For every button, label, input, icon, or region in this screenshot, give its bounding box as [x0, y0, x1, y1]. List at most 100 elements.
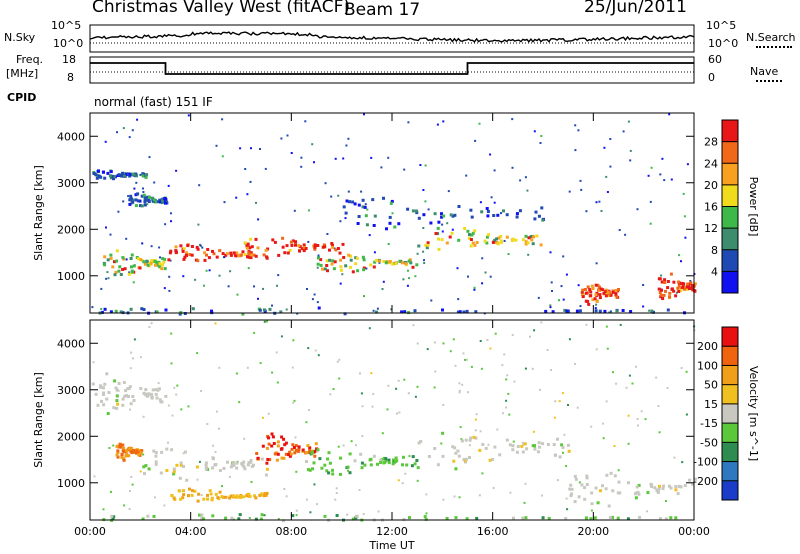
echo-cell: [408, 516, 411, 520]
echo-cell: [154, 460, 158, 464]
echo-cell: [594, 283, 598, 287]
echo-cell: [411, 209, 415, 213]
echo-cell: [580, 483, 584, 487]
echo-cell: [261, 444, 265, 448]
echo-cell: [282, 456, 286, 460]
echo-cell: [561, 446, 565, 449]
echo-cell: [145, 394, 149, 398]
echo-cell: [102, 403, 106, 407]
colorbar-swatch: [722, 403, 738, 424]
noise-cell: [259, 148, 261, 150]
noise-cell: [458, 496, 461, 499]
colorbar-swatch: [722, 184, 738, 207]
colorbar-frame: [721, 326, 739, 501]
echo-cell: [587, 302, 591, 306]
nave-tick-low: 0: [708, 71, 715, 84]
noise-cell: [135, 181, 138, 184]
echo-cell: [604, 294, 608, 298]
echo-cell: [214, 492, 218, 496]
echo-cell: [131, 200, 135, 204]
noise-cell: [642, 284, 645, 286]
noise-cell: [335, 487, 338, 490]
echo-cell: [621, 309, 625, 312]
noise-cell: [602, 437, 605, 440]
noise-cell: [324, 182, 327, 185]
echo-cell: [341, 242, 345, 246]
echo-cell: [111, 517, 115, 521]
echo-cell: [331, 472, 335, 476]
noise-cell: [684, 236, 687, 239]
echo-cell: [121, 268, 125, 271]
echo-cell: [130, 172, 134, 176]
echo-cell: [585, 476, 589, 480]
echo-cell: [232, 251, 236, 255]
noise-cell: [467, 391, 469, 394]
noise-cell: [434, 370, 437, 373]
echo-cell: [567, 449, 571, 453]
noise-cell: [649, 200, 652, 203]
noise-cell: [122, 127, 125, 130]
noise-cell: [296, 312, 299, 315]
echo-cell: [473, 243, 477, 247]
freq-tick-low: 8: [67, 71, 74, 84]
noise-cell: [169, 259, 172, 262]
echo-cell: [235, 494, 239, 498]
echo-cell: [521, 516, 525, 520]
noise-cell: [577, 129, 580, 132]
echo-cell: [629, 310, 633, 313]
colorbar-tick-label: -200: [693, 475, 718, 488]
echo-cell: [247, 252, 251, 256]
echo-cell: [325, 259, 329, 263]
echo-cell: [603, 290, 607, 294]
noise-cell: [441, 230, 444, 233]
noise-cell: [91, 306, 94, 309]
echo-cell: [499, 234, 503, 238]
echo-cell: [111, 265, 115, 269]
echo-cell: [532, 235, 536, 239]
echo-cell: [598, 296, 602, 300]
noise-cell: [92, 361, 95, 364]
echo-cell: [663, 278, 667, 282]
echo-cell: [143, 195, 147, 199]
echo-cell: [288, 450, 292, 454]
echo-cell: [382, 456, 386, 460]
noise-cell: [666, 387, 669, 389]
echo-cell: [498, 453, 502, 457]
nsearch-tick-low: 10^0: [708, 37, 739, 50]
echo-cell: [360, 461, 364, 465]
echo-cell: [425, 246, 429, 250]
noise-cell: [196, 352, 199, 355]
echo-cell: [457, 454, 461, 458]
noise-cell: [171, 414, 174, 417]
nsearch-tick-high: 10^5: [706, 19, 737, 32]
echo-cell: [163, 197, 167, 200]
noise-cell: [550, 369, 553, 371]
echo-cell: [179, 244, 183, 248]
noise-cell: [507, 392, 510, 395]
echo-cell: [128, 202, 132, 206]
echo-cell: [146, 514, 150, 518]
noise-cell: [376, 307, 379, 310]
noise-cell: [344, 217, 347, 220]
y-axis-label: Slant Range [km]: [32, 165, 45, 261]
echo-cell: [339, 265, 343, 269]
noise-cell: [458, 389, 461, 392]
echo-cell: [121, 449, 125, 453]
echo-cell: [112, 406, 116, 410]
echo-cell: [666, 286, 670, 290]
noise-cell: [100, 308, 103, 310]
noise-cell: [453, 495, 456, 498]
echo-cell: [637, 483, 641, 487]
noise-cell: [562, 451, 564, 454]
noise-cell: [173, 386, 176, 389]
noise-cell: [275, 351, 278, 354]
echo-cell: [137, 453, 141, 457]
noise-cell: [142, 453, 145, 456]
noise-cell: [259, 362, 262, 365]
echo-cell: [319, 258, 323, 262]
echo-cell: [677, 284, 681, 288]
echo-cell: [357, 215, 361, 218]
echo-cell: [339, 456, 343, 460]
echo-cell: [154, 263, 157, 267]
echo-cell: [569, 494, 573, 498]
